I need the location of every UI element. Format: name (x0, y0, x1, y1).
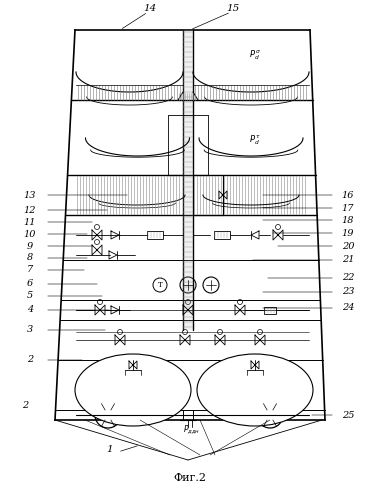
Text: 21: 21 (342, 255, 354, 264)
Text: 13: 13 (24, 191, 36, 200)
Text: 20: 20 (342, 242, 354, 250)
Text: 22: 22 (342, 273, 354, 282)
Text: 14: 14 (143, 3, 157, 12)
Bar (214, 231, 230, 239)
Text: 15: 15 (226, 3, 240, 12)
Text: 17: 17 (342, 204, 354, 213)
Text: $P_d^{\,\sigma}$: $P_d^{\,\sigma}$ (249, 48, 261, 62)
Bar (147, 231, 163, 239)
Text: 10: 10 (24, 230, 36, 239)
Text: 9: 9 (27, 242, 33, 250)
Text: 24: 24 (342, 303, 354, 312)
Text: $P_{ддн}$: $P_{ддн}$ (183, 424, 201, 436)
Text: Фиг.2: Фиг.2 (174, 473, 207, 483)
Text: 4: 4 (27, 305, 33, 314)
Text: 1: 1 (106, 446, 113, 455)
Text: 16: 16 (342, 191, 354, 200)
Bar (264, 306, 276, 313)
Text: T: T (158, 281, 162, 289)
Text: 2: 2 (27, 355, 33, 364)
Text: 19: 19 (342, 229, 354, 238)
Text: 25: 25 (342, 411, 354, 420)
Text: 6: 6 (27, 279, 33, 288)
Text: 12: 12 (24, 206, 36, 215)
Ellipse shape (197, 354, 313, 426)
Text: $P_d^{\,\tau}$: $P_d^{\,\tau}$ (249, 133, 261, 147)
Text: 5: 5 (27, 291, 33, 300)
Text: 8: 8 (27, 253, 33, 262)
Text: 23: 23 (342, 287, 354, 296)
Ellipse shape (75, 354, 191, 426)
Text: 2: 2 (22, 401, 28, 410)
Text: 3: 3 (27, 325, 33, 334)
Text: 18: 18 (342, 216, 354, 225)
Text: 11: 11 (24, 218, 36, 227)
Text: 7: 7 (27, 265, 33, 274)
